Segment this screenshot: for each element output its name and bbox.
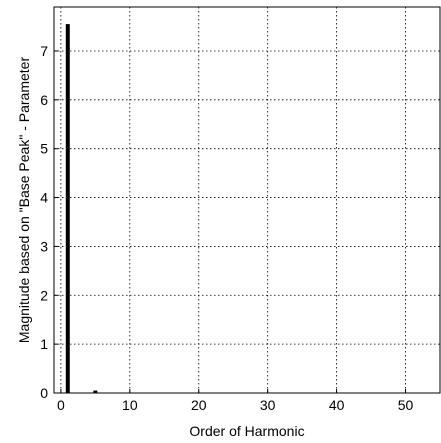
bars: [65, 24, 98, 394]
bar-harmonic-1: [65, 24, 70, 394]
plot-frame: [53, 6, 441, 394]
x-tick-label: 40: [329, 397, 345, 413]
x-tick-label: 30: [260, 397, 276, 413]
x-tick-label: 10: [122, 397, 138, 413]
axis-ticks: 0 10 20 30 40 50 0 1 2 3 4 5 6 7: [40, 43, 413, 413]
y-tick-label: 4: [40, 190, 48, 206]
grid-lines: [54, 7, 440, 393]
y-tick-label: 2: [40, 287, 48, 303]
x-axis-label: Order of Harmonic: [189, 423, 304, 439]
y-tick-label: 1: [40, 336, 48, 352]
x-tick-label: 50: [398, 397, 414, 413]
x-tick-label: 0: [57, 397, 65, 413]
y-tick-label: 7: [40, 43, 48, 59]
y-tick-label: 6: [40, 92, 48, 108]
y-tick-label: 5: [40, 141, 48, 157]
bar-harmonic-5: [93, 390, 98, 393]
y-tick-label: 0: [40, 385, 48, 401]
x-tick-label: 20: [191, 397, 207, 413]
y-tick-label: 3: [40, 238, 48, 254]
y-axis-label: Magnitude based on "Base Peak" - Paramet…: [16, 57, 32, 344]
